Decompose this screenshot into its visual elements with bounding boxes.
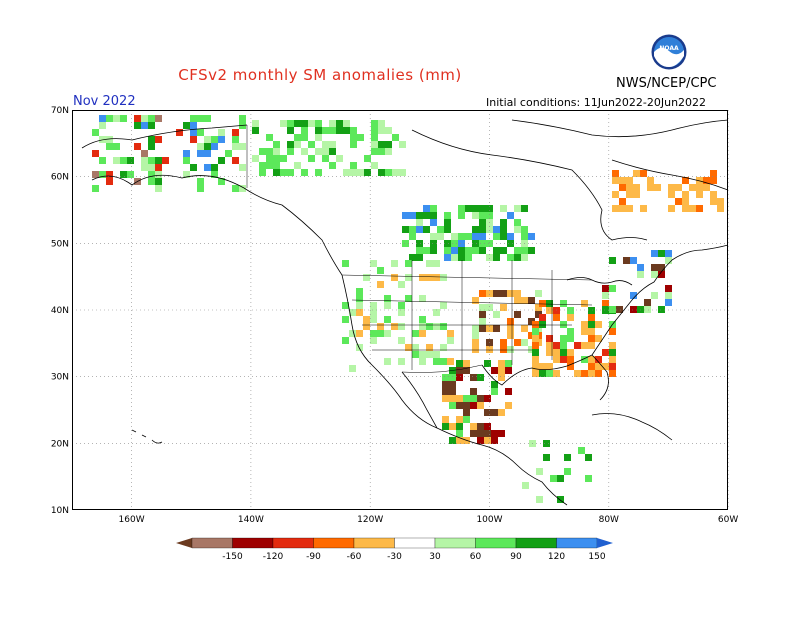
svg-text:NOAA: NOAA (659, 45, 679, 52)
lat-label: 60N (51, 173, 69, 183)
color-legend: -150 -120 -90 -60 -30 30 60 90 120 150 (176, 537, 613, 562)
legend-swatch (232, 537, 274, 549)
lon-label: 80W (599, 515, 619, 525)
legend-swatch (191, 537, 233, 549)
longitude-labels: 160W 140W 120W 100W 80W 60W (119, 515, 739, 525)
legend-label: -60 (347, 552, 362, 562)
legend-label: 150 (588, 552, 605, 562)
legend-left-arrow (176, 538, 192, 548)
noaa-logo-icon: NOAA (651, 34, 687, 70)
lon-label: 160W (119, 515, 145, 525)
latitude-labels: 70N 60N 50N 40N 30N 20N 10N (51, 106, 69, 516)
forecast-month: Nov 2022 (73, 94, 136, 109)
legend-label: 60 (470, 552, 482, 562)
lat-label: 50N (51, 239, 69, 249)
map-title: CFSv2 monthly SM anomalies (mm) (178, 66, 462, 84)
legend-swatch (272, 537, 314, 549)
anomaly-cells (92, 115, 724, 503)
lat-label: 30N (51, 373, 69, 383)
lat-lon-grid (72, 110, 729, 510)
legend-label: -150 (222, 552, 243, 562)
initial-conditions: Initial conditions: 11Jun2022-20Jun2022 (486, 96, 707, 109)
sm-anomaly-map: 70N 60N 50N 40N 30N 20N 10N 160W 140W 120W 100W 80… (51, 106, 739, 525)
legend-label: -30 (387, 552, 402, 562)
legend-right-arrow (597, 538, 613, 548)
lat-label: 70N (51, 106, 69, 116)
legend-label: -90 (306, 552, 321, 562)
coastlines (81, 119, 729, 506)
legend-swatch (434, 537, 476, 549)
legend-label: 90 (510, 552, 522, 562)
legend-swatch (353, 537, 395, 549)
lat-label: 20N (51, 439, 69, 449)
lat-label: 40N (51, 306, 69, 316)
lat-label: 10N (51, 506, 69, 516)
lon-label: 140W (238, 515, 264, 525)
lon-label: 120W (357, 515, 383, 525)
legend-swatch (475, 537, 517, 549)
legend-swatch (515, 537, 557, 549)
legend-label: 30 (429, 552, 441, 562)
legend-swatch (313, 537, 355, 549)
legend-swatch (394, 537, 436, 549)
lon-label: 60W (718, 515, 738, 525)
state-borders (246, 125, 593, 373)
legend-swatch (556, 537, 598, 549)
lon-label: 100W (476, 515, 502, 525)
agency-label: NWS/NCEP/CPC (616, 76, 717, 91)
legend-label: -120 (263, 552, 284, 562)
legend-label: 120 (548, 552, 565, 562)
